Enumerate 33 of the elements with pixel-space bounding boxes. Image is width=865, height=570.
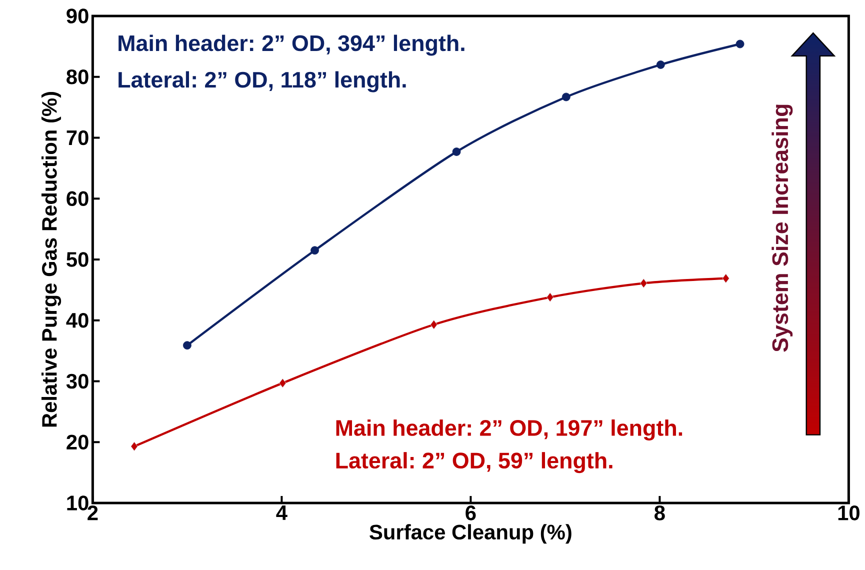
point: [130, 442, 138, 452]
annotation: Main header: 2” OD, 394” length.: [118, 34, 464, 56]
point: [546, 292, 554, 302]
x-tick-label: 8: [654, 506, 665, 520]
y-tick-label: 10: [67, 496, 88, 510]
x-tick-label: 6: [466, 506, 476, 520]
annotation: Lateral: 2” OD, 59” length.: [336, 452, 612, 474]
y-tick-label: 70: [66, 130, 88, 146]
point: [310, 246, 319, 255]
annotation: Lateral: 2” OD, 118” length.: [118, 71, 406, 92]
point: [722, 274, 730, 284]
point: [736, 40, 744, 48]
y-tick-label: 60: [66, 191, 88, 206]
y-tick-label: 30: [66, 374, 88, 389]
x-axis-title: Surface Cleanup (%): [370, 524, 572, 544]
x-tick-label: 10: [838, 506, 860, 520]
point: [640, 278, 648, 288]
point: [183, 341, 192, 350]
y-axis-title: Relative Purge Gas Reduction (%): [41, 92, 62, 427]
point: [656, 60, 665, 69]
y-tick-label: 40: [66, 312, 88, 328]
x-tick-label: 2: [88, 506, 98, 520]
point: [452, 148, 461, 156]
y-tick-label: 90: [66, 8, 88, 24]
x-tick-label: 4: [276, 506, 288, 520]
point: [562, 92, 570, 102]
y-tick-label: 50: [66, 252, 88, 267]
annotation: Main header: 2” OD, 197” length.: [336, 419, 682, 440]
point: [279, 378, 286, 388]
annotation: System Size Increasing: [772, 104, 793, 352]
y-tick-label: 80: [66, 69, 88, 84]
point: [430, 320, 438, 330]
y-tick-label: 20: [66, 434, 88, 450]
